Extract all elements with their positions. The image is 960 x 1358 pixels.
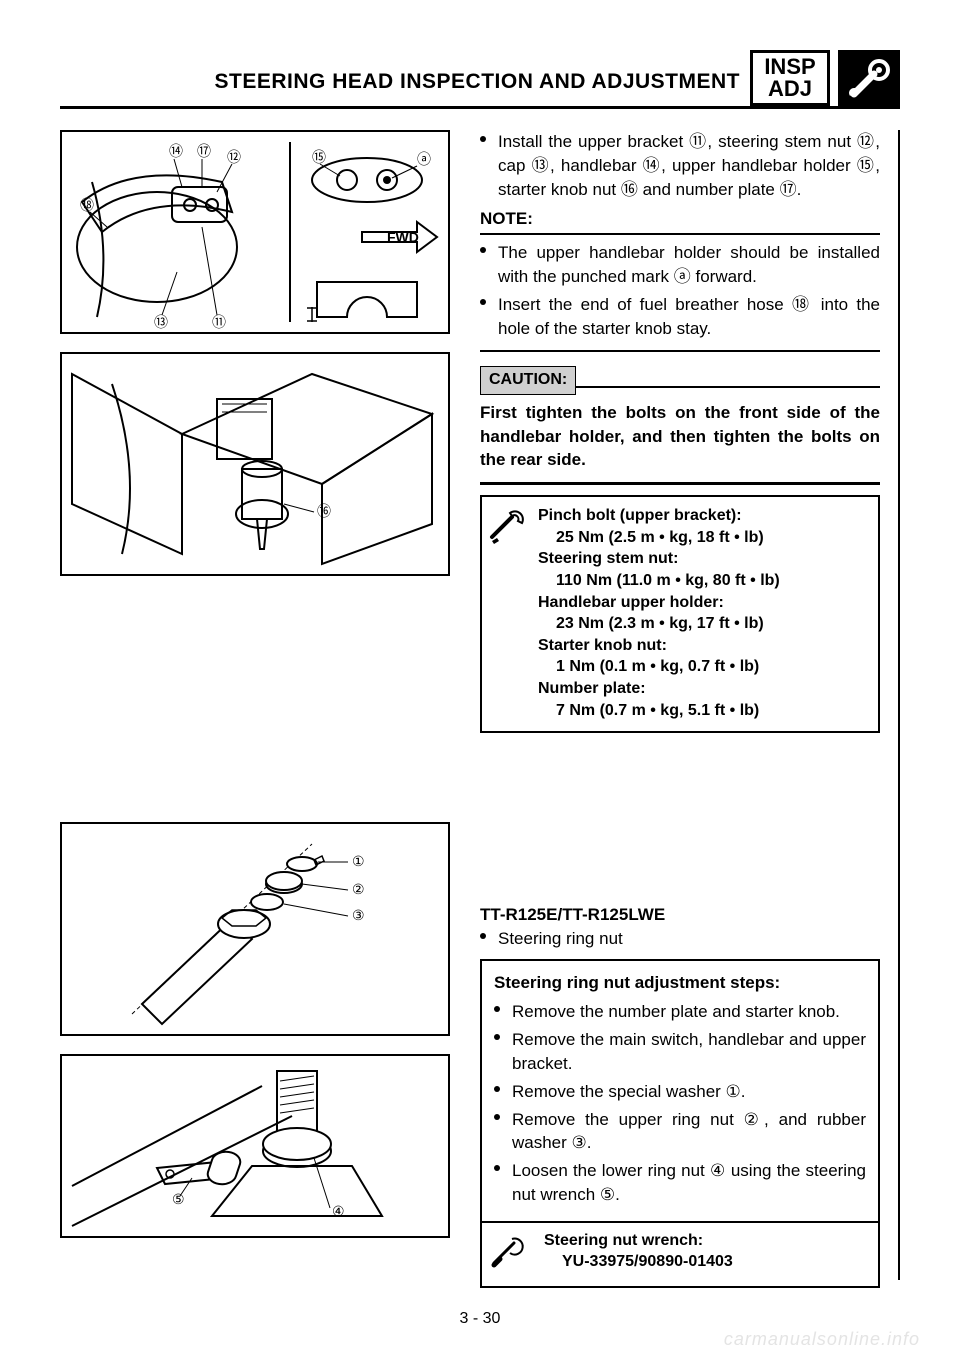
model-bullet: Steering ring nut <box>480 927 880 951</box>
step-item: Remove the number plate and starter knob… <box>494 1000 866 1024</box>
bullet-icon <box>480 241 490 289</box>
bullet-icon <box>480 130 490 201</box>
install-text: Install the upper bracket ⑪, steering st… <box>498 130 880 201</box>
torque-name: Starter knob nut: <box>538 635 868 657</box>
svg-text:⑯: ⑯ <box>317 503 331 519</box>
install-bullet: Install the upper bracket ⑪, steering st… <box>480 130 880 201</box>
note-label: NOTE: <box>480 207 880 231</box>
text-column: Install the upper bracket ⑪, steering st… <box>480 130 900 1280</box>
section-code-box: INSP ADJ <box>750 50 830 106</box>
torque-name: Handlebar upper holder: <box>538 592 868 614</box>
svg-text:③: ③ <box>352 907 365 923</box>
torque-value: 110 Nm (11.0 m • kg, 80 ft • lb) <box>538 570 868 592</box>
caution-heading: CAUTION: <box>480 366 880 394</box>
note-item: The upper handlebar holder should be ins… <box>480 241 880 289</box>
page-number: 3 - 30 <box>0 1310 960 1328</box>
svg-text:①: ① <box>352 853 365 869</box>
svg-text:⑬: ⑬ <box>154 314 168 330</box>
tool-box: Steering nut wrench: YU-33975/90890-0140… <box>480 1221 880 1288</box>
section-code-top: INSP <box>764 56 815 78</box>
torque-name: Steering stem nut: <box>538 548 868 570</box>
torque-value: 23 Nm (2.3 m • kg, 17 ft • lb) <box>538 613 868 635</box>
svg-text:⑱: ⑱ <box>80 197 94 213</box>
torque-value: 7 Nm (0.7 m • kg, 5.1 ft • lb) <box>538 700 868 722</box>
figure-ring-nut-exploded: ① ② ③ <box>60 822 450 1036</box>
figure-ring-nut-wrench: ⑤ ④ <box>60 1054 450 1238</box>
svg-text:⑫: ⑫ <box>227 149 241 165</box>
torque-spec-box: Pinch bolt (upper bracket): 25 Nm (2.5 m… <box>480 495 880 733</box>
note-item: Insert the end of fuel breather hose ⑱ i… <box>480 293 880 341</box>
page-header: STEERING HEAD INSPECTION AND ADJUSTMENT … <box>60 50 900 110</box>
bullet-icon <box>480 293 490 341</box>
svg-text:ⓐ: ⓐ <box>417 151 431 167</box>
svg-text:⑭: ⑭ <box>169 143 183 159</box>
svg-text:④: ④ <box>332 1203 345 1219</box>
caution-text: First tighten the bolts on the front sid… <box>480 401 880 472</box>
step-item: Remove the main switch, handlebar and up… <box>494 1028 866 1076</box>
torque-icon <box>482 497 534 731</box>
model-heading: TT-R125E/TT-R125LWE <box>480 903 880 927</box>
steps-box: Steering ring nut adjustment steps: Remo… <box>480 959 880 1221</box>
fwd-label: FWD <box>387 229 419 245</box>
note-end-rule <box>480 350 880 352</box>
step-item: Remove the special washer ①. <box>494 1080 866 1104</box>
torque-name: Pinch bolt (upper bracket): <box>538 505 868 527</box>
watermark: carmanualsonline.info <box>724 1329 920 1350</box>
torque-value: 25 Nm (2.5 m • kg, 18 ft • lb) <box>538 527 868 549</box>
section-code-bottom: ADJ <box>768 78 812 100</box>
page-title: STEERING HEAD INSPECTION AND ADJUSTMENT <box>215 70 740 94</box>
svg-text:⑤: ⑤ <box>172 1191 185 1207</box>
steps-title: Steering ring nut adjustment steps: <box>494 971 866 995</box>
svg-text:⑮: ⑮ <box>312 149 326 165</box>
torque-name: Number plate: <box>538 678 868 700</box>
svg-text:②: ② <box>352 881 365 897</box>
caution-label: CAUTION: <box>480 366 576 394</box>
svg-text:⑰: ⑰ <box>197 143 211 159</box>
note-rule <box>480 233 880 235</box>
torque-value: 1 Nm (0.1 m • kg, 0.7 ft • lb) <box>538 656 868 678</box>
tool-name: Steering nut wrench: <box>544 1231 868 1252</box>
tool-value: YU-33975/90890-01403 <box>544 1252 868 1273</box>
tool-icon <box>482 1223 534 1286</box>
figure-column: ⑭ ⑰ ⑫ ⑮ ⓐ ⑱ ⑬ ⑪ FWD <box>60 130 450 1280</box>
step-item: Remove the upper ring nut ②, and rubber … <box>494 1108 866 1156</box>
step-item: Loosen the lower ring nut ④ using the st… <box>494 1159 866 1207</box>
caution-end-rule <box>480 482 880 485</box>
wrench-icon <box>838 50 900 106</box>
svg-text:⑪: ⑪ <box>212 314 226 330</box>
figure-upper-bracket: ⑭ ⑰ ⑫ ⑮ ⓐ ⑱ ⑬ ⑪ FWD <box>60 130 450 334</box>
bullet-icon <box>480 927 490 951</box>
figure-starter-knob: ⑯ <box>60 352 450 576</box>
